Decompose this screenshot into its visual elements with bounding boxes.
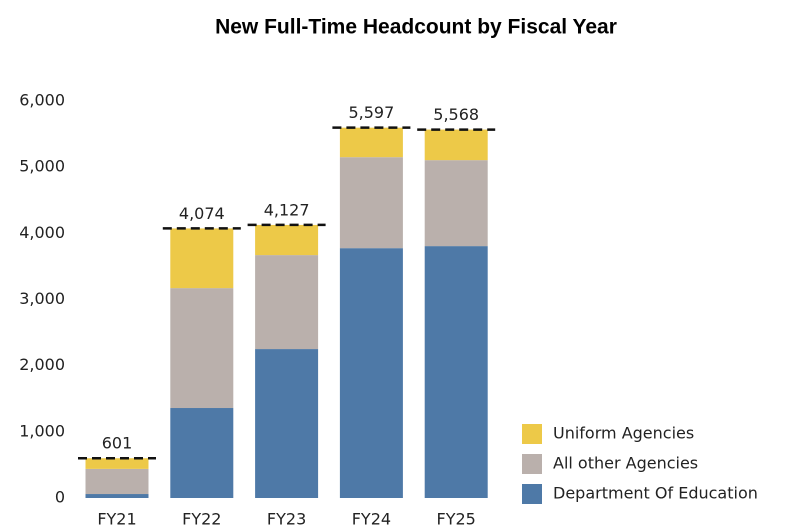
y-tick-label: 5,000 [19, 157, 65, 176]
bar-segment [170, 228, 234, 289]
bar-segment [255, 224, 319, 256]
total-label: 5,568 [433, 105, 479, 124]
bar-segment [170, 288, 234, 409]
bar-segment [170, 408, 234, 498]
legend-label: Uniform Agencies [553, 424, 694, 443]
bar-segment [424, 246, 488, 498]
bar-segment [85, 494, 149, 498]
bar-segment [255, 255, 319, 350]
legend-swatch [522, 424, 542, 444]
bar-segment [85, 468, 149, 495]
chart-title: New Full-Time Headcount by Fiscal Year [215, 16, 617, 39]
bar-segment [339, 157, 403, 249]
y-tick-label: 0 [55, 488, 65, 507]
legend-label: Department Of Education [553, 484, 758, 503]
legend-swatch [522, 454, 542, 474]
bar-segment [85, 458, 149, 469]
total-label: 5,597 [348, 103, 394, 122]
x-tick-label: FY21 [97, 510, 136, 529]
legend-swatch [522, 484, 542, 504]
y-tick-label: 6,000 [19, 91, 65, 110]
total-label: 601 [102, 434, 133, 453]
y-tick-label: 1,000 [19, 421, 65, 440]
x-tick-label: FY22 [182, 510, 221, 529]
bar-segment [255, 349, 319, 498]
y-tick-label: 4,000 [19, 223, 65, 242]
total-label: 4,127 [264, 200, 310, 219]
y-tick-label: 3,000 [19, 289, 65, 308]
x-tick-label: FY23 [267, 510, 306, 529]
bar-segment [339, 248, 403, 498]
bar-segment [339, 127, 403, 158]
y-tick-label: 2,000 [19, 355, 65, 374]
bar-segment [424, 129, 488, 161]
bar-segment [424, 160, 488, 247]
x-tick-label: FY24 [352, 510, 391, 529]
legend-label: All other Agencies [553, 454, 698, 473]
total-label: 4,074 [179, 204, 225, 223]
x-tick-label: FY25 [437, 510, 476, 529]
